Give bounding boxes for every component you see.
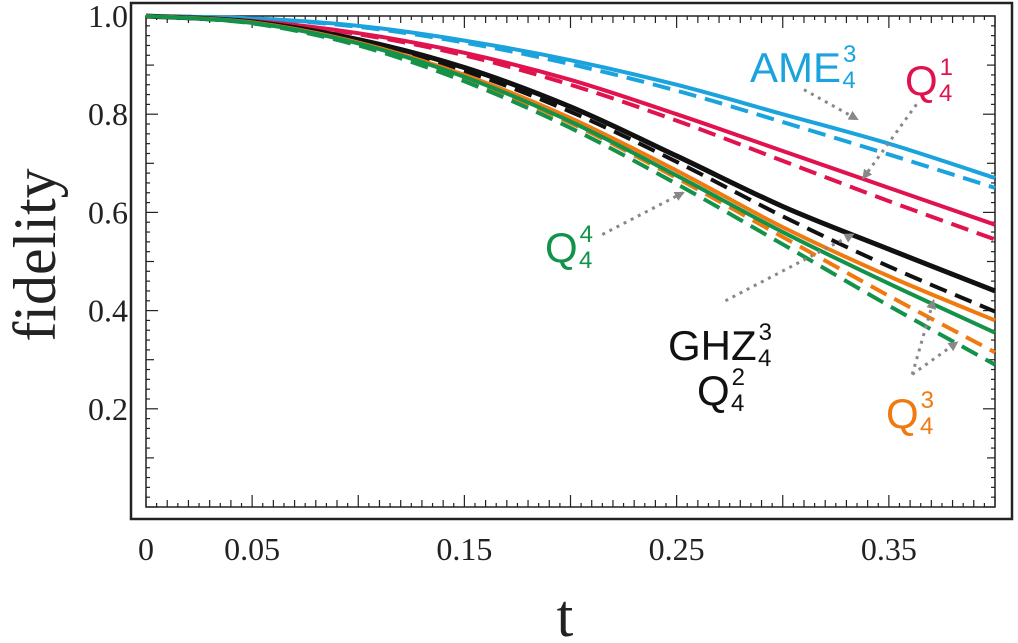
y-tick-label: 0.8 [88, 96, 128, 132]
annotation-arrow-q3 [911, 341, 959, 376]
x-tick-label: 0.05 [224, 531, 280, 567]
series-label-ame: AME3 4 [750, 41, 856, 94]
annotation-arrow-q3 [910, 298, 937, 375]
series-line-q-4-4-dashed [145, 14, 996, 367]
series-label-ghz: GHZ3 4 [668, 319, 772, 372]
series-label-q4: Q4 4 [545, 221, 593, 274]
y-tick-label: 1.0 [88, 0, 128, 34]
y-tick-label: 0.2 [88, 391, 128, 427]
series-line-q-4-4-solid [145, 14, 996, 335]
series-labels: AME3 4 Q1 4 Q4 4 GHZ3 4Q2 4 Q3 4 [545, 41, 953, 440]
x-tick-label: 0 [138, 531, 154, 567]
series-line-q-4-3-dashed [145, 14, 996, 355]
y-tick-label: 0.6 [88, 194, 128, 230]
series-line-ame-4-3-dashed [145, 14, 996, 190]
annotation-arrows [601, 88, 959, 376]
tick-labels: 0 0.05 0.15 0.25 0.35 0.2 0.4 0.6 0.8 1.0 [88, 0, 917, 567]
x-tick-label: 0.15 [436, 531, 492, 567]
x-tick-label: 0.25 [649, 531, 705, 567]
annotation-arrow-ame [803, 88, 859, 121]
y-tick-label: 0.4 [88, 293, 128, 329]
series-lines [145, 13, 996, 367]
series-label-q3: Q3 4 [886, 387, 934, 440]
outer-frame [129, 1, 1014, 521]
x-tick-label: 0.35 [861, 531, 917, 567]
series-label-q2: Q2 4 [697, 364, 745, 417]
annotation-arrow-q4 [601, 191, 685, 236]
series-label-q1: Q1 4 [905, 54, 953, 107]
annotation-arrow-q1 [862, 103, 918, 180]
y-axis-title: fidelity [2, 168, 68, 341]
series-line-ame-4-3-solid [145, 14, 996, 180]
x-axis-title: t [557, 583, 574, 643]
axis-ticks [145, 15, 996, 508]
